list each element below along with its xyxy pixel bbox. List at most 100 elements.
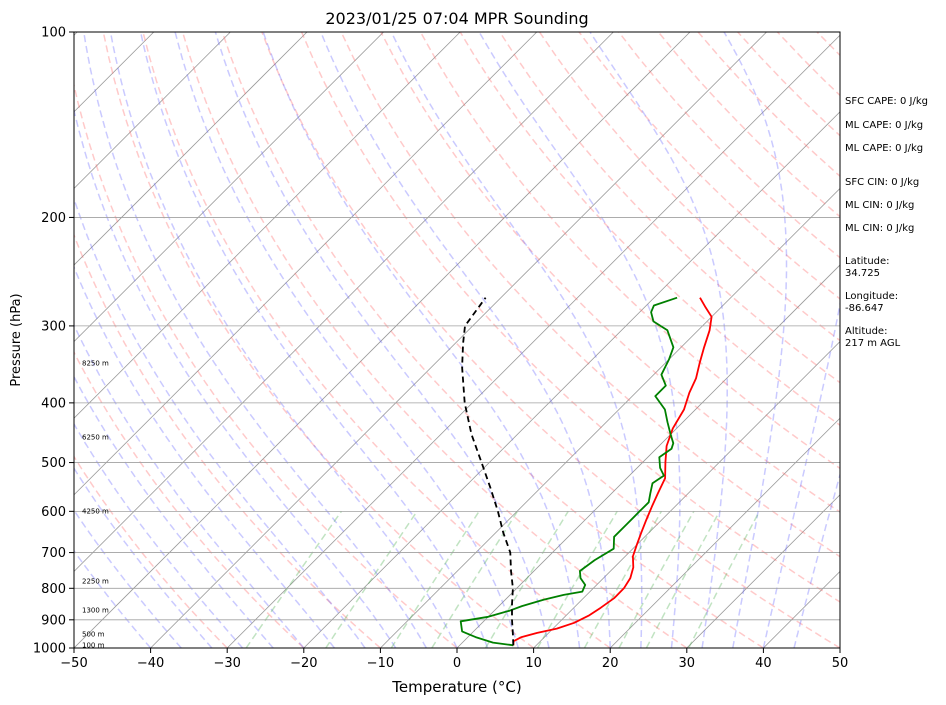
sounding-annotation: Longitude: — [845, 291, 898, 302]
height-label: 2250 m — [82, 578, 109, 586]
isotherm-line — [74, 32, 384, 343]
x-tick-label: 30 — [679, 656, 696, 671]
sounding-annotation: SFC CIN: 0 J/kg — [845, 177, 919, 188]
height-label: 500 m — [82, 630, 105, 638]
dry-adiabat-line — [499, 32, 840, 384]
dry-adiabat-line — [300, 32, 840, 603]
y-tick-label: 400 — [41, 396, 66, 411]
x-tick-label: 20 — [602, 656, 619, 671]
sounding-annotation: ML CIN: 0 J/kg — [845, 200, 914, 211]
temperature-profile-line — [512, 297, 713, 646]
moist-adiabat-line — [139, 32, 489, 648]
y-tick-label: 600 — [41, 505, 66, 520]
x-tick-label: 40 — [755, 656, 772, 671]
moist-adiabat-line — [262, 32, 581, 648]
dry-adiabat-line — [380, 32, 840, 514]
dry-adiabat-line — [538, 32, 840, 342]
reference-lines — [0, 32, 840, 648]
dewpoint-profile-line — [459, 296, 678, 647]
sounding-annotation: ML CIN: 0 J/kg — [845, 223, 914, 234]
isotherm-line — [686, 494, 840, 648]
height-label: 6250 m — [82, 433, 109, 441]
height-label: 100 m — [82, 641, 105, 649]
x-tick-label: −20 — [290, 656, 317, 671]
isotherm-line — [226, 34, 840, 648]
sounding-annotation: -86.647 — [845, 303, 884, 314]
dry-adiabat-line — [74, 82, 458, 648]
isotherm-line — [150, 32, 767, 648]
dry-adiabat-line — [74, 455, 228, 648]
isotherm-line — [74, 32, 461, 419]
parcel-profile-line — [461, 297, 515, 646]
moist-adiabat-line — [478, 32, 681, 648]
moist-adiabat-line — [762, 300, 840, 648]
moist-adiabat-line — [320, 32, 611, 648]
x-tick-label: −40 — [137, 656, 164, 671]
moist-adiabat-line — [74, 323, 305, 648]
y-tick-label: 100 — [41, 26, 66, 41]
y-tick-label: 1000 — [33, 642, 66, 657]
y-tick-label: 500 — [41, 456, 66, 471]
x-axis-ticks: −50 −40 −30 −20 −10 0 10 20 30 40 50 — [60, 648, 848, 671]
moist-adiabat-line — [174, 32, 520, 648]
mixing-ratio-line — [484, 510, 569, 648]
isotherm-line — [74, 32, 231, 189]
chart-title: 2023/01/25 07:04 MPR Sounding — [325, 9, 588, 28]
isotherm-line — [0, 32, 1, 648]
isotherm-line — [609, 417, 840, 648]
moist-adiabat-line — [74, 265, 335, 648]
y-tick-label: 300 — [41, 319, 66, 334]
mixing-ratio-line — [390, 510, 480, 648]
mixing-ratio-line — [583, 510, 663, 648]
sounding-annotation: 34.725 — [845, 268, 880, 279]
moist-adiabat-line — [390, 32, 643, 648]
moist-adiabat-line — [83, 32, 428, 648]
moist-adiabat-line — [723, 32, 788, 648]
y-tick-label: 200 — [41, 211, 66, 226]
dry-adiabat-line — [142, 32, 611, 648]
dry-adiabat-line — [181, 32, 688, 648]
x-tick-label: 10 — [525, 656, 542, 671]
sounding-annotation: Latitude: — [845, 256, 890, 267]
x-tick-label: −30 — [213, 656, 240, 671]
sounding-annotation: SFC CAPE: 0 J/kg — [845, 96, 928, 107]
isotherm-line — [74, 32, 691, 648]
moist-adiabat-line — [74, 375, 274, 648]
moist-adiabat-line — [109, 32, 458, 648]
height-label: 4250 m — [82, 507, 109, 515]
x-tick-label: −50 — [60, 656, 87, 671]
isotherm-line — [456, 264, 840, 648]
x-axis-label: Temperature (°C) — [391, 678, 521, 696]
y-tick-label: 800 — [41, 582, 66, 597]
x-tick-label: 50 — [832, 656, 849, 671]
x-tick-label: −10 — [367, 656, 394, 671]
isotherm-line — [380, 187, 840, 648]
sounding-annotation: Altitude: — [845, 326, 887, 337]
moist-adiabat-line — [214, 32, 550, 648]
mixing-ratio-line — [431, 510, 519, 648]
isotherm-line — [74, 32, 538, 496]
dry-adiabat-line — [102, 32, 535, 648]
isotherm-line — [74, 32, 308, 266]
dry-adiabat-line — [74, 233, 381, 648]
sounding-parameters: SFC CAPE: 0 J/kg ML CAPE: 0 J/kg ML CAPE: … — [845, 96, 928, 349]
dry-adiabat-line — [578, 32, 840, 300]
moist-adiabat-line — [74, 107, 397, 648]
y-axis-label: Pressure (hPa) — [9, 293, 24, 386]
dry-adiabat-line — [340, 32, 840, 558]
moist-adiabat-line — [74, 196, 366, 648]
mixing-ratio-line — [688, 510, 761, 648]
y-tick-label: 900 — [41, 613, 66, 628]
sounding-annotation: 217 m AGL — [845, 338, 901, 349]
height-label: 8250 m — [82, 359, 109, 367]
isotherm-line — [303, 111, 840, 648]
height-label: 1300 m — [82, 607, 109, 615]
moist-adiabat-line — [74, 549, 152, 648]
moist-adiabat-line — [74, 466, 213, 648]
dry-adiabat-line — [221, 32, 764, 648]
sounding-annotation: ML CAPE: 0 J/kg — [845, 120, 923, 131]
sounding-series — [459, 296, 713, 647]
y-tick-label: 700 — [41, 546, 66, 561]
moist-adiabat-line — [74, 422, 244, 648]
